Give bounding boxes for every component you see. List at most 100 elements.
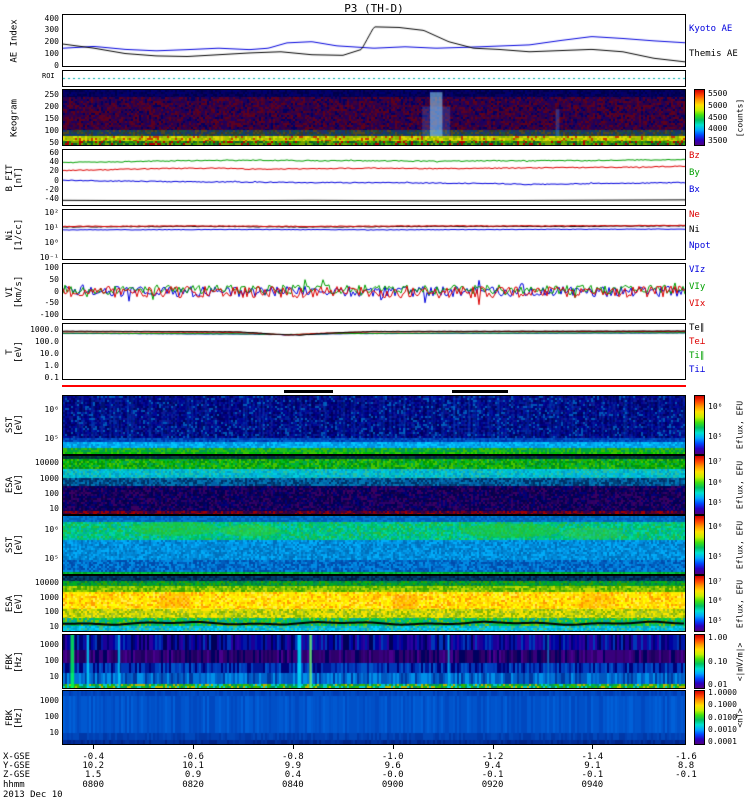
footer-value: 10.2 — [82, 761, 105, 771]
colorbar-tick: 0.10 — [708, 656, 728, 666]
colorbar-fbk_b — [694, 690, 705, 745]
panel-vi — [62, 263, 686, 320]
colorbar-tick: 0.0001 — [708, 736, 737, 746]
colorbar-tick: 4000 — [708, 124, 728, 134]
ytick-label: 10² — [44, 207, 59, 217]
time-tick — [592, 745, 594, 749]
right-series-label: Kyoto AE — [689, 23, 733, 34]
ytick-label: 300 — [44, 25, 59, 35]
ytick-label: 10000 — [34, 577, 59, 587]
ytick-label: 100 — [44, 262, 59, 272]
panel-ni — [62, 209, 686, 260]
ytick-label: 10 — [49, 671, 59, 681]
footer-value: -0.8 — [282, 752, 304, 762]
footer-value: 9.6 — [384, 761, 401, 771]
canvas-sst_e — [63, 516, 685, 574]
panel-esa_i — [62, 455, 686, 515]
panel-fbk_b — [62, 690, 686, 745]
panel-esa_e — [62, 575, 686, 632]
canvas-vi — [63, 264, 685, 319]
colorbar-tick: 10⁶ — [708, 477, 723, 487]
canvas-ti — [63, 324, 685, 379]
footer-value: -0.4 — [82, 752, 105, 762]
colorbar-keo — [694, 89, 705, 146]
colorbar-tick: 4500 — [708, 112, 728, 122]
footer-row-label: X-GSE — [3, 752, 31, 762]
right-series-label: Bx — [689, 185, 700, 196]
time-tick — [193, 745, 195, 749]
right-series-label: Themis AE — [689, 48, 738, 59]
canvas-ae — [63, 15, 685, 66]
ytick-label: -20 — [44, 185, 59, 195]
right-series-label: Te⊥ — [689, 336, 706, 347]
colorbar-tick: 10⁵ — [708, 552, 723, 561]
colorbar-tick: 10⁵ — [708, 432, 723, 441]
colorbar-sst_e — [694, 515, 705, 575]
footer-value: 0900 — [381, 780, 404, 790]
colorbar-tick: 1.00 — [708, 633, 728, 643]
time-tick — [93, 745, 95, 749]
ytick-label: 0 — [54, 286, 59, 296]
ytick-label: 250 — [44, 89, 59, 99]
ytick-label: 1.0 — [44, 360, 59, 370]
ytick-label: 60 — [49, 147, 59, 157]
colorbar-tick: 0.01 — [708, 679, 728, 689]
canvas-esa_i — [63, 456, 685, 514]
ytick-label: 150 — [44, 113, 59, 123]
ytick-label: 40 — [49, 157, 59, 167]
ytick-label: 1000 — [39, 695, 59, 705]
canvas-fbk_e — [63, 635, 685, 688]
canvas-flag — [63, 71, 685, 86]
footer-row-label: Z-GSE — [3, 770, 31, 780]
footer-value: -0.0 — [381, 770, 404, 780]
right-series-label: Ti∥ — [689, 351, 705, 362]
colorbar-tick: 10⁶ — [708, 596, 723, 606]
ytick-label: 20 — [49, 166, 59, 176]
ytick-label: 10 — [49, 504, 59, 514]
footer-value: -0.1 — [481, 770, 504, 780]
footer-value: -1.2 — [481, 752, 504, 762]
right-series-label: VIx — [689, 299, 706, 310]
footer-row-label: Y-GSE — [3, 761, 31, 771]
footer-value: -0.1 — [675, 770, 697, 780]
ytick-label: 1000 — [39, 639, 59, 649]
footer-value: 9.1 — [584, 761, 601, 771]
ytick-label: 0 — [54, 61, 59, 70]
colorbar-tick: 1.0000 — [708, 688, 737, 698]
ytick-label: 100 — [44, 489, 59, 499]
ytick-label: 1000.0 — [30, 324, 59, 334]
colorbar-tick: 10⁶ — [708, 402, 723, 411]
canvas-ni — [63, 210, 685, 259]
panel-sst_i — [62, 395, 686, 455]
canvas-sst_i — [63, 396, 685, 454]
colorbar-tick: 0.0100 — [708, 712, 737, 722]
panel-fbk_e — [62, 634, 686, 689]
footer-value: 0820 — [182, 780, 204, 790]
footer-value: 0.9 — [184, 770, 202, 780]
time-tick — [392, 745, 394, 749]
ytick-label: -50 — [44, 298, 59, 308]
panel-ti — [62, 323, 686, 380]
survey-mode-line — [62, 385, 686, 387]
footer-value: 1.5 — [85, 770, 102, 780]
right-series-label: Npot — [689, 240, 711, 251]
colorbar-tick: 0.1000 — [708, 700, 737, 710]
ytick-label: 1000 — [39, 592, 59, 602]
right-series-label: Te∥ — [689, 322, 705, 333]
canvas-esa_e — [63, 576, 685, 631]
ytick-label: 100.0 — [34, 336, 59, 346]
ytick-label: 200 — [44, 37, 59, 47]
ytick-label: 50 — [49, 274, 59, 284]
ytick-label: -40 — [44, 194, 59, 204]
colorbar-tick: 5000 — [708, 100, 728, 110]
time-tick — [292, 745, 294, 749]
colorbar-tick: 10⁶ — [708, 522, 723, 531]
footer-value: 10.1 — [182, 761, 204, 771]
ytick-label: 400 — [44, 13, 59, 23]
footer-value: 0.4 — [284, 770, 302, 780]
colorbar-esa_e — [694, 575, 705, 632]
colorbar-tick: 10⁵ — [708, 615, 723, 625]
right-series-label: Ne — [689, 210, 700, 221]
